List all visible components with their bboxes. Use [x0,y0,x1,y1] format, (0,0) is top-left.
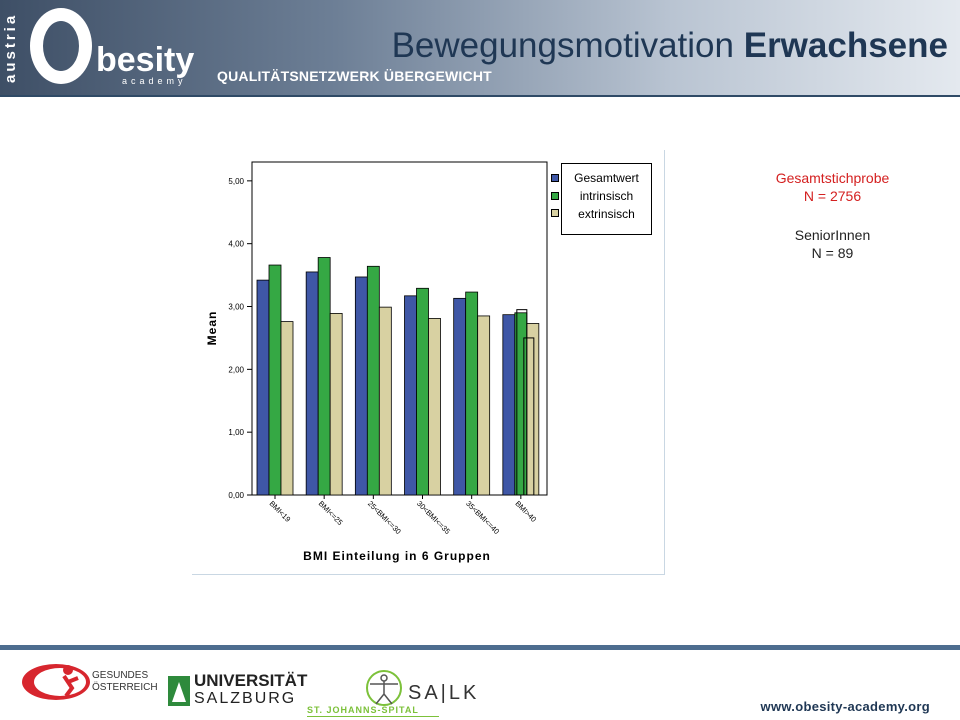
plot-area [251,161,548,496]
x-tick-label: BMI>40 [513,499,538,524]
legend-swatch-extrinsisch [551,209,559,217]
bar-extrinsisch-5 [526,323,540,496]
bar-intrinsisch-1 [317,257,331,496]
university-name: UNIVERSITÄT [194,671,308,690]
bar-intrinsisch-2 [366,265,380,496]
bar-gesamtwert-2 [354,276,368,496]
fgoe-logo-icon [22,664,90,700]
y-tick-label: 0,00 [228,491,244,500]
bar-chart: 0,00 1,00 2,00 3,00 4,00 5,00 BMI<19 BMI<=25 25… [205,161,548,563]
sample-label: Gesamtstichprobe [775,170,890,186]
bar-extrinsisch-4 [477,315,491,496]
title-regular: Bewegungsmotivation [391,26,744,65]
bar-intrinsisch-3 [416,287,429,496]
chart-frame-bottom [192,574,665,575]
legend-swatch-intrinsisch [551,192,559,200]
senior-n: N = 89 [811,245,854,261]
x-axis-label: BMI Einteilung in 6 Gruppen [303,549,491,563]
legend-label-gesamtwert: Gesamtwert [574,171,639,185]
website-url[interactable]: www.obesity-academy.org [760,699,930,714]
y-tick-label: 2,00 [228,365,244,374]
header-banner [0,0,960,97]
bar-extrinsisch-3 [428,318,441,496]
slide-title: Bewegungsmotivation Erwachsene [392,26,948,66]
tagline: QUALITÄTSNETZWERK ÜBERGEWICHT [217,68,492,84]
spital-name: ST. JOHANNS-SPITAL [307,705,419,715]
x-tick-label: BMI<19 [268,499,293,524]
y-axis-label: Mean [205,311,219,346]
bar-extrinsisch-1 [329,313,343,496]
bar-gesamtwert-0 [256,279,270,496]
salk-wordmark: SA|LK [408,682,480,704]
fgoe-line1: GESUNDES [92,670,149,681]
sample-n: N = 2756 [803,188,862,204]
y-axis: 0,00 1,00 2,00 3,00 4,00 5,00 [228,177,252,500]
x-axis: BMI<19 BMI<=25 25<BMI<=30 30<BMI<=35 35<BMI<… [268,495,538,536]
bar-gesamtwert-3 [404,295,417,496]
bar-gesamtwert-5 [502,314,516,496]
logo-wordmark: besity [96,41,195,79]
x-tick-label: 25<BMI<=30 [366,499,403,536]
legend-swatch-gesamtwert [551,174,559,182]
legend-label-extrinsisch: extrinsisch [578,207,635,221]
chart-legend: Gesamtwert intrinsisch extrinsisch [547,162,655,235]
x-tick-label: 30<BMI<=35 [415,499,452,536]
fgoe-logo-text: GESUNDES ÖSTERREICH [92,670,158,694]
bar-intrinsisch-4 [465,291,479,496]
senior-overlay-bar-0 [516,309,528,496]
legend-box [561,163,652,235]
x-tick-label: BMI<=25 [317,499,345,527]
logo-austria-text: austria [2,12,19,84]
university-logo-icon [168,676,190,706]
senior-label: SeniorInnen [794,227,871,243]
logo-academy-text: academy [122,76,187,86]
salk-vitruvian-icon [366,670,402,706]
header-divider [0,95,960,97]
senior-overlay [516,309,535,496]
bar-extrinsisch-0 [280,321,294,496]
bar-gesamtwert-1 [305,271,319,496]
spital-underline [307,716,439,717]
university-city: SALZBURG [194,690,297,707]
senior-overlay-bar-1 [523,337,535,496]
y-tick-label: 4,00 [228,240,244,249]
bar-intrinsisch-0 [268,264,282,496]
title-bold: Erwachsene [743,26,948,65]
chart-frame-right [664,150,665,575]
fgoe-line2: ÖSTERREICH [92,682,158,693]
y-tick-label: 3,00 [228,303,244,312]
y-tick-label: 5,00 [228,177,244,186]
logo-o-ring-icon [30,8,92,84]
y-tick-label: 1,00 [228,428,244,437]
x-tick-label: 35<BMI<=40 [464,499,501,536]
footer-divider [0,645,960,650]
bar-gesamtwert-4 [453,297,467,496]
legend-label-intrinsisch: intrinsisch [579,189,634,203]
bar-extrinsisch-2 [378,306,392,496]
